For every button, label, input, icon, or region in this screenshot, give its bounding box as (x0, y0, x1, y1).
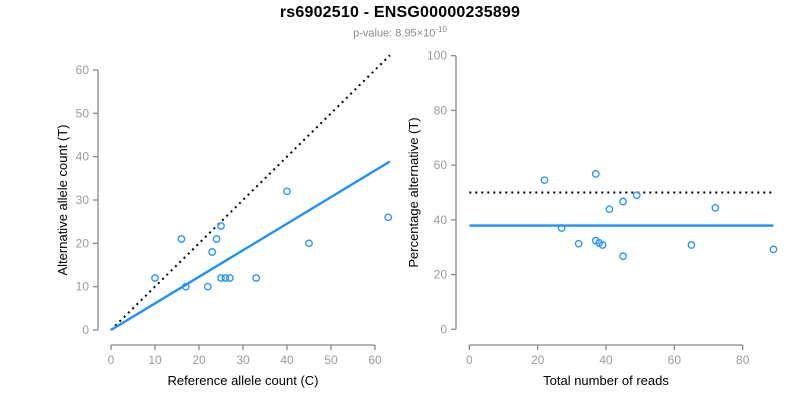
data-point (769, 245, 778, 254)
data-point (225, 274, 234, 282)
data-point (177, 235, 186, 243)
y-tick-label: 60 (76, 63, 90, 77)
data-point (252, 274, 261, 282)
y-tick-label: 80 (434, 103, 448, 117)
data-point (212, 235, 221, 243)
x-axis-title: Reference allele count (C) (167, 373, 318, 388)
y-tick-label: 40 (76, 150, 90, 164)
data-point (540, 176, 549, 185)
data-point (217, 222, 225, 230)
x-tick-label: 50 (324, 353, 338, 367)
data-point (283, 187, 291, 196)
data-point (687, 241, 696, 249)
figure-subtitle: p-value: 8.95×10-10 (0, 25, 800, 40)
y-tick-label: 50 (76, 106, 90, 120)
x-tick-label: 20 (192, 353, 206, 367)
x-tick-label: 40 (280, 353, 294, 367)
y-tick-label: 0 (82, 323, 89, 337)
x-axis-title: Total number of reads (543, 373, 669, 388)
data-point (711, 203, 720, 212)
x-tick-label: 40 (599, 353, 613, 367)
data-point (384, 213, 393, 222)
y-tick-label: 0 (440, 322, 447, 336)
pvalue-text: p-value: 8.95×10 (353, 27, 436, 40)
y-tick-label: 10 (76, 280, 90, 294)
x-tick-label: 80 (736, 353, 750, 367)
data-point (632, 191, 641, 200)
x-tick-label: 0 (108, 353, 115, 367)
right-plot: 0 20 40 60 80 100 0 20 40 60 80 Total number of rea… (406, 49, 778, 388)
y-tick-label: 20 (76, 236, 90, 250)
data-point (619, 197, 627, 206)
x-tick-label: 60 (368, 353, 382, 367)
fit-line (110, 160, 391, 332)
data-point (203, 282, 212, 291)
data-point (557, 224, 566, 232)
data-point (208, 248, 217, 256)
y-axis-title: Percentage alternative (T) (406, 117, 421, 267)
y-tick-label: 40 (434, 213, 448, 227)
data-point (217, 274, 225, 282)
data-point (151, 274, 159, 282)
data-point (181, 282, 190, 291)
data-point (305, 239, 313, 248)
left-plot: 0 10 20 30 40 50 60 0 10 20 30 40 50 60 Reference alle… (55, 54, 393, 388)
y-tick-label: 20 (434, 268, 448, 282)
figure-title: rs6902510 - ENSG00000235899 (279, 4, 521, 21)
y-tick-label: 100 (427, 49, 447, 63)
identity-line (110, 54, 391, 331)
data-point (221, 274, 230, 282)
x-tick-label: 60 (668, 353, 682, 367)
pvalue-exponent: -10 (435, 25, 447, 34)
y-tick-label: 60 (434, 158, 448, 172)
y-tick-label: 30 (76, 193, 90, 207)
y-axis-title: Alternative allele count (T) (55, 124, 70, 275)
x-tick-label: 30 (236, 353, 250, 367)
x-tick-label: 10 (148, 353, 162, 367)
x-tick-label: 20 (531, 353, 545, 367)
data-point (591, 170, 600, 178)
data-point (605, 205, 614, 214)
data-point (574, 239, 583, 248)
data-point (598, 241, 607, 249)
x-tick-label: 0 (466, 353, 473, 367)
data-point (619, 252, 627, 261)
